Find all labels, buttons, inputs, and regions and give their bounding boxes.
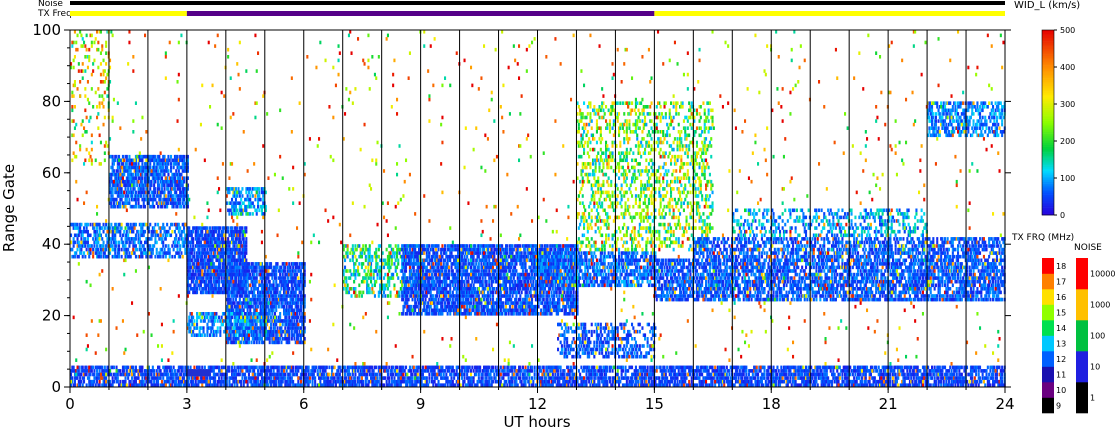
txfreq-tick-label: 14 [1056, 324, 1066, 333]
txfreq-tick-label: 9 [1056, 401, 1061, 410]
noise-tick-label: 10000 [1090, 270, 1115, 279]
y-tick-label: 40 [42, 235, 61, 253]
y-axis-label: Range Gate [0, 164, 18, 252]
txfreq-colorbar-cell [1042, 382, 1054, 398]
noise-colorbar-cell [1076, 289, 1088, 320]
txfreq-bar-segment [654, 11, 1005, 16]
x-axis-label: UT hours [503, 413, 570, 431]
x-tick-label: 24 [995, 395, 1014, 413]
main-colorbar-tick-label: 400 [1060, 63, 1075, 72]
noise-tick-label: 10 [1090, 363, 1100, 372]
y-tick-label: 100 [32, 21, 61, 39]
main-colorbar-tick-label: 100 [1060, 174, 1075, 183]
main-colorbar-tick-label: 300 [1060, 100, 1075, 109]
txfreq-colorbar-cell [1042, 351, 1054, 367]
x-tick-label: 6 [299, 395, 309, 413]
txfreq-colorbar-cell [1042, 305, 1054, 321]
txfreq-tick-label: 10 [1056, 386, 1066, 395]
txfreq-tick-label: 17 [1056, 277, 1066, 286]
txfreq-tick-label: 18 [1056, 262, 1066, 271]
noise-colorbar-cell [1076, 320, 1088, 351]
main-colorbar-tick-label: 200 [1060, 137, 1075, 146]
txfreq-colorbar: 9 10 11 12 13 14 15 16 17 18 [1042, 258, 1066, 413]
txfreq-tick-label: 16 [1056, 293, 1066, 302]
y-tick-label: 60 [42, 164, 61, 182]
main-colorbar-tick-label: 0 [1060, 211, 1065, 220]
x-tick-label: 15 [645, 395, 664, 413]
txfreq-colorbar-cell [1042, 274, 1054, 290]
x-tick-label: 9 [416, 395, 426, 413]
txfreq-colorbar-label: TX FRQ (MHz) [1011, 233, 1074, 243]
noise-bar-label: Noise [38, 0, 63, 9]
noise-colorbar-cell [1076, 351, 1088, 382]
txfreq-colorbar-cell [1042, 320, 1054, 336]
header-bars [70, 1, 1005, 16]
x-tick-label: 12 [528, 395, 547, 413]
txfreq-colorbar-cell [1042, 289, 1054, 305]
txfreq-colorbar-cell [1042, 336, 1054, 352]
y-tick-label: 0 [51, 378, 61, 396]
noise-tick-label: 1000 [1090, 301, 1110, 310]
txfreq-colorbar-cell [1042, 367, 1054, 383]
txfreq-bar-label: TX Freq [37, 9, 72, 19]
x-axis: 0 3 6 9 12 15 18 21 24 [65, 387, 1014, 413]
txfreq-tick-label: 15 [1056, 308, 1066, 317]
txfreq-colorbar-cell [1042, 258, 1054, 274]
txfreq-tick-label: 13 [1056, 339, 1066, 348]
noise-colorbar-label: NOISE [1074, 243, 1102, 253]
txfreq-bar-segment [187, 11, 655, 16]
noise-tick-label: 100 [1090, 332, 1105, 341]
txfreq-bar-segment [70, 11, 187, 16]
noise-tick-label: 1 [1090, 394, 1095, 403]
noise-colorbar-cell [1076, 382, 1088, 413]
main-colorbar: 0 100 200 300 400 500 [1042, 26, 1075, 220]
y-tick-label: 20 [42, 307, 61, 325]
main-colorbar-label: WID_L (km/s) [1014, 0, 1080, 11]
x-tick-label: 21 [879, 395, 898, 413]
x-tick-label: 3 [182, 395, 192, 413]
txfreq-colorbar-cell [1042, 398, 1054, 414]
y-tick-label: 80 [42, 92, 61, 110]
x-tick-label: 18 [762, 395, 781, 413]
main-colorbar-tick-label: 500 [1060, 26, 1075, 35]
txfreq-tick-label: 12 [1056, 355, 1066, 364]
x-tick-label: 0 [65, 395, 75, 413]
txfreq-tick-label: 11 [1056, 370, 1066, 379]
noise-bar-segment [70, 1, 1005, 5]
noise-colorbar: 1 10 100 1000 10000 [1076, 258, 1115, 413]
noise-colorbar-cell [1076, 258, 1088, 289]
